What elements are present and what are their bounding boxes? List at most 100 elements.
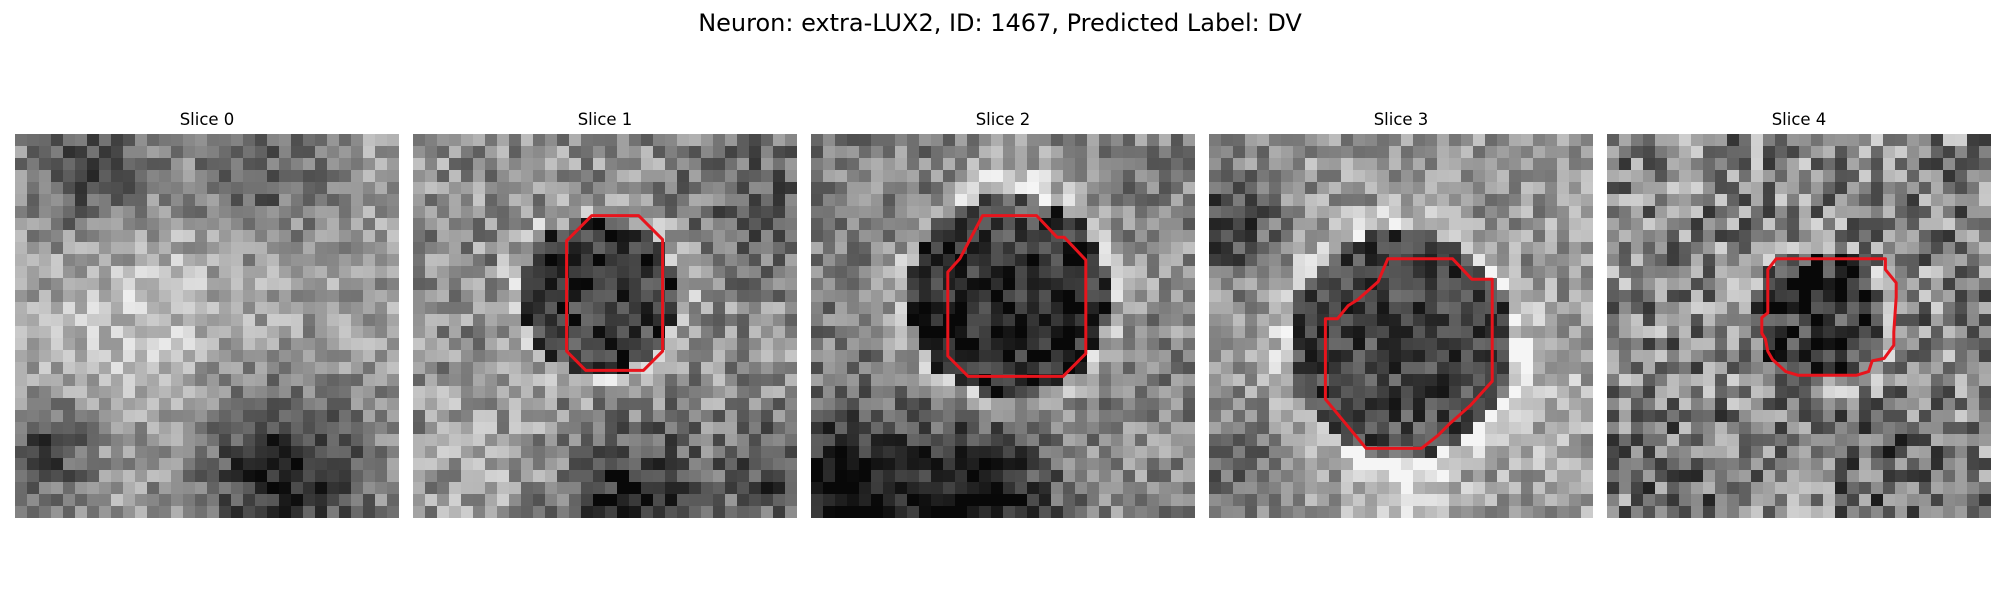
pixel	[1607, 230, 1619, 242]
pixel	[123, 218, 135, 230]
pixel	[895, 398, 907, 410]
pixel	[1305, 398, 1317, 410]
pixel	[641, 134, 653, 146]
pixel	[773, 206, 785, 218]
pixel	[27, 146, 39, 158]
pixel	[195, 482, 207, 494]
pixel	[725, 506, 737, 518]
pixel	[665, 314, 677, 326]
pixel	[1293, 230, 1305, 242]
pixel	[1931, 338, 1943, 350]
pixel	[1667, 446, 1679, 458]
pixel	[1943, 374, 1955, 386]
pixel	[375, 218, 387, 230]
pixel	[363, 218, 375, 230]
pixel	[1353, 206, 1365, 218]
pixel	[1183, 446, 1195, 458]
pixel	[847, 182, 859, 194]
pixel	[267, 218, 279, 230]
pixel	[811, 242, 823, 254]
pixel	[785, 302, 797, 314]
pixel	[1027, 146, 1039, 158]
pixel	[1209, 290, 1221, 302]
pixel	[1727, 170, 1739, 182]
pixel	[1715, 386, 1727, 398]
pixel	[1389, 230, 1401, 242]
pixel	[207, 470, 219, 482]
pixel	[1691, 218, 1703, 230]
pixel	[1703, 158, 1715, 170]
pixel	[1183, 182, 1195, 194]
pixel	[315, 170, 327, 182]
pixel	[1015, 386, 1027, 398]
pixel	[437, 398, 449, 410]
pixel	[1871, 422, 1883, 434]
pixel	[1183, 254, 1195, 266]
pixel	[1727, 386, 1739, 398]
pixel	[1943, 206, 1955, 218]
pixel	[327, 506, 339, 518]
pixel	[1859, 326, 1871, 338]
pixel	[1895, 326, 1907, 338]
pixel	[967, 494, 979, 506]
pixel	[1751, 362, 1763, 374]
pixel	[99, 494, 111, 506]
pixel	[1209, 434, 1221, 446]
pixel	[581, 290, 593, 302]
pixel	[859, 458, 871, 470]
pixel	[1883, 302, 1895, 314]
pixel	[1015, 290, 1027, 302]
pixel	[1437, 494, 1449, 506]
pixel	[1461, 470, 1473, 482]
pixel	[533, 278, 545, 290]
pixel	[243, 458, 255, 470]
pixel	[1389, 242, 1401, 254]
pixel	[1413, 398, 1425, 410]
pixel	[375, 206, 387, 218]
pixel	[1221, 410, 1233, 422]
pixel	[1305, 134, 1317, 146]
pixel	[351, 410, 363, 422]
pixel	[1763, 434, 1775, 446]
pixel	[1293, 326, 1305, 338]
pixel	[425, 386, 437, 398]
pixel	[231, 278, 243, 290]
pixel	[1799, 158, 1811, 170]
pixel	[521, 314, 533, 326]
pixel	[291, 158, 303, 170]
pixel	[315, 206, 327, 218]
pixel	[1703, 434, 1715, 446]
pixel	[339, 254, 351, 266]
pixel	[713, 422, 725, 434]
pixel	[991, 434, 1003, 446]
pixel	[1209, 230, 1221, 242]
pixel	[243, 302, 255, 314]
pixel	[1221, 386, 1233, 398]
pixel	[123, 266, 135, 278]
pixel	[1245, 206, 1257, 218]
pixel	[1943, 386, 1955, 398]
pixel	[1245, 506, 1257, 518]
pixel	[1715, 218, 1727, 230]
pixel	[1111, 158, 1123, 170]
pixel	[737, 254, 749, 266]
pixel	[1329, 134, 1341, 146]
pixel	[279, 158, 291, 170]
pixel	[545, 422, 557, 434]
pixel	[1727, 206, 1739, 218]
slice-title-2: Slice 2	[811, 108, 1195, 132]
pixel	[1449, 326, 1461, 338]
pixel	[725, 278, 737, 290]
pixel	[991, 290, 1003, 302]
pixel	[1883, 194, 1895, 206]
pixel	[1823, 350, 1835, 362]
pixel	[907, 446, 919, 458]
pixel	[1305, 446, 1317, 458]
pixel	[1449, 494, 1461, 506]
pixel	[1099, 386, 1111, 398]
pixel	[1871, 242, 1883, 254]
pixel	[521, 326, 533, 338]
pixel	[1619, 182, 1631, 194]
pixel	[1269, 470, 1281, 482]
pixel	[931, 218, 943, 230]
